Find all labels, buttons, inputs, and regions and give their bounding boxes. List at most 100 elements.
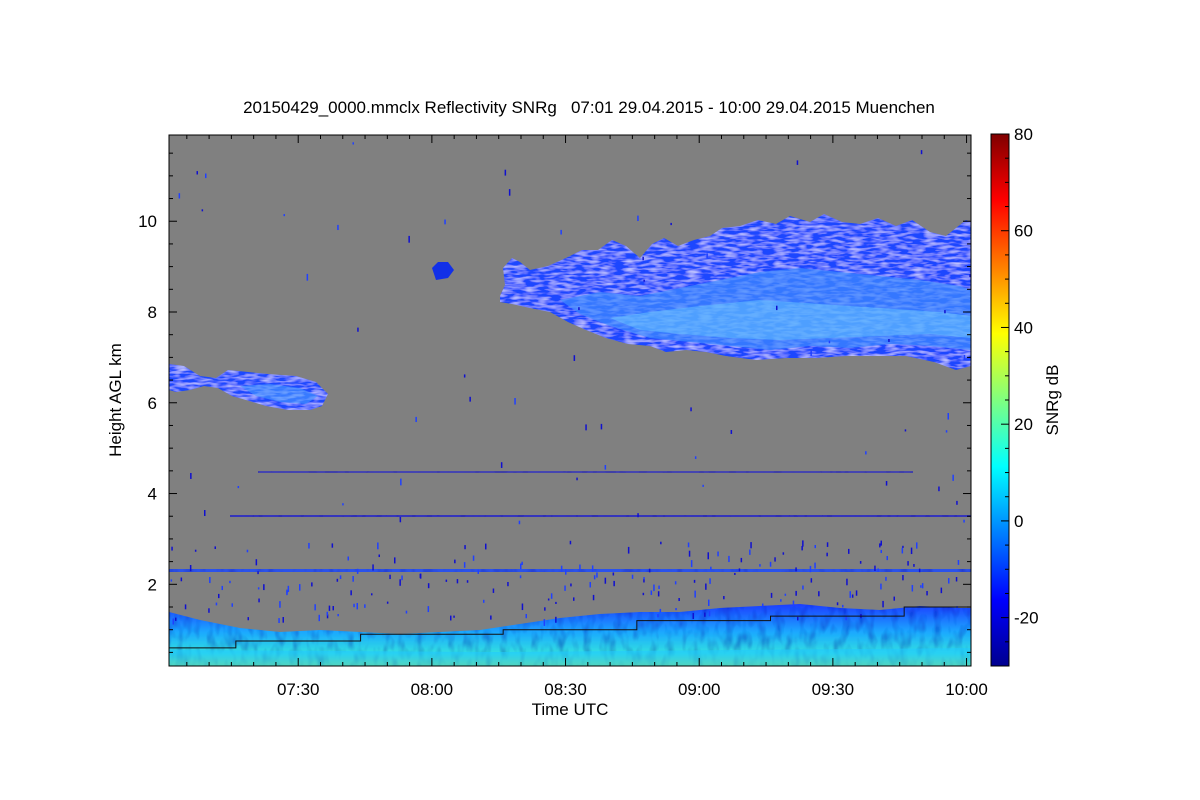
noise-speckle	[674, 581, 677, 585]
noise-speckle	[350, 590, 352, 596]
colorbar-tick-label: 60	[1014, 222, 1033, 241]
colorbar-tick-label: 40	[1014, 318, 1033, 337]
y-tick-label: 10	[138, 212, 157, 231]
noise-speckle	[450, 615, 452, 621]
noise-speckle	[209, 577, 211, 584]
upper-cloud-bright	[610, 300, 971, 340]
noise-speckle	[920, 150, 923, 155]
noise-speckle	[463, 562, 466, 568]
noise-speckle	[565, 569, 567, 575]
noise-speckle	[780, 599, 782, 602]
noise-speckle	[483, 599, 485, 603]
noise-speckle	[279, 601, 281, 608]
noise-speckle	[659, 608, 662, 613]
noise-speckle	[246, 549, 249, 553]
noise-speckle	[221, 585, 223, 591]
noise-speckle	[613, 580, 615, 587]
noise-speckle	[331, 543, 334, 548]
noise-speckle	[560, 229, 562, 235]
noise-speckle	[694, 590, 696, 598]
noise-speckle	[947, 413, 949, 420]
noise-speckle	[956, 500, 958, 505]
noise-speckle	[400, 478, 402, 486]
small-echo	[432, 262, 454, 280]
noise-speckle	[521, 561, 523, 565]
noise-speckle	[415, 416, 417, 423]
noise-speckle	[660, 541, 662, 545]
noise-speckle	[694, 456, 697, 459]
noise-speckle	[902, 545, 904, 548]
noise-speckles	[170, 142, 971, 626]
noise-speckle	[339, 575, 342, 580]
noise-speckle	[357, 327, 359, 332]
noise-speckle	[657, 614, 659, 618]
x-tick-label: 08:00	[411, 680, 454, 699]
noise-speckle	[377, 542, 379, 550]
noise-speckle	[585, 424, 587, 431]
noise-speckle	[408, 235, 410, 243]
noise-speckle	[826, 552, 828, 557]
noise-speckle	[750, 542, 752, 549]
noise-speckle	[759, 564, 761, 567]
noise-speckle	[888, 339, 890, 342]
noise-speckle	[477, 569, 479, 574]
noise-speckle	[311, 582, 313, 587]
noise-speckle	[578, 307, 580, 311]
mid-level-cloud-core	[240, 384, 318, 404]
noise-speckle	[849, 591, 851, 598]
noise-speckle	[547, 598, 550, 601]
noise-speckle	[709, 578, 711, 584]
noise-speckle	[795, 590, 797, 596]
noise-speckle	[749, 549, 751, 555]
noise-speckle	[648, 568, 651, 573]
noise-speckle	[643, 577, 645, 580]
noise-speckle	[879, 543, 881, 548]
noise-speckle	[175, 617, 177, 621]
noise-speckle	[707, 552, 709, 560]
noise-speckle	[814, 545, 816, 549]
noise-speckle	[386, 601, 389, 604]
noise-speckle	[591, 565, 594, 572]
noise-speckle	[394, 557, 396, 564]
noise-speckle	[353, 603, 355, 608]
noise-speckle	[283, 214, 285, 217]
x-tick-label: 08:30	[544, 680, 587, 699]
noise-speckle	[194, 549, 197, 552]
noise-speckle	[389, 574, 391, 580]
y-tick-label: 2	[148, 575, 157, 594]
y-axis-label: Height AGL km	[106, 343, 125, 457]
noise-speckle	[347, 556, 349, 561]
noise-speckle	[237, 486, 240, 489]
noise-speckle	[214, 546, 216, 550]
colorbar-axis: -20 0 20 40 60 80	[1001, 125, 1039, 667]
noise-speckle	[705, 583, 707, 590]
noise-speckle	[208, 608, 210, 613]
noise-speckle	[257, 571, 259, 575]
noise-speckle	[944, 310, 946, 314]
noise-speckle	[550, 593, 553, 599]
noise-speckle	[196, 171, 198, 175]
noise-speckle	[314, 604, 316, 611]
noise-speckle	[573, 355, 576, 361]
noise-speckle	[469, 396, 471, 402]
noise-speckle	[855, 590, 858, 596]
x-axis-label: Time UTC	[532, 700, 609, 719]
noise-speckle	[564, 585, 566, 591]
noise-speckle	[708, 610, 711, 617]
noise-speckle	[848, 548, 850, 554]
noise-speckle	[704, 612, 706, 617]
noise-speckle	[877, 568, 879, 572]
noise-speckle	[352, 142, 354, 145]
noise-speckle	[596, 572, 598, 578]
noise-speckle	[810, 350, 812, 357]
noise-speckle	[828, 340, 831, 344]
noise-speckle	[544, 607, 546, 611]
noise-speckle	[880, 549, 882, 554]
noise-speckle	[728, 555, 730, 563]
noise-speckle	[851, 594, 854, 598]
noise-speckle	[842, 604, 844, 608]
noise-speckle	[948, 578, 950, 584]
noise-speckle	[956, 606, 958, 610]
noise-speckle	[637, 215, 639, 222]
colorbar-tick-label: 80	[1014, 125, 1033, 144]
